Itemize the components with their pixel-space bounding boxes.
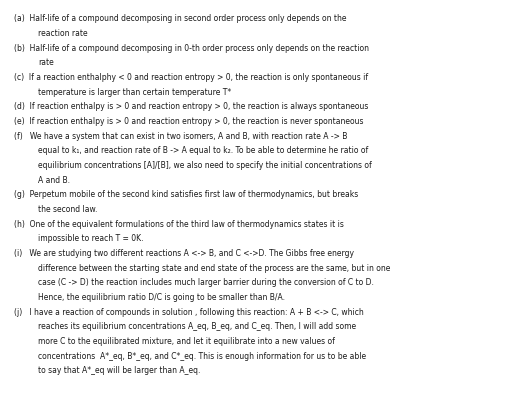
Text: more C to the equilibrated mixture, and let it equilibrate into a new values of: more C to the equilibrated mixture, and … xyxy=(38,337,336,346)
Text: equal to k₁, and reaction rate of B -> A equal to k₂. To be able to determine he: equal to k₁, and reaction rate of B -> A… xyxy=(38,146,369,155)
Text: rate: rate xyxy=(38,58,54,67)
Text: impossible to reach T = 0K.: impossible to reach T = 0K. xyxy=(38,234,144,243)
Text: case (C -> D) the reaction includes much larger barrier during the conversion of: case (C -> D) the reaction includes much… xyxy=(38,278,374,287)
Text: (e)  If reaction enthalpy is > 0 and reaction entropy > 0, the reaction is never: (e) If reaction enthalpy is > 0 and reac… xyxy=(14,117,364,126)
Text: the second law.: the second law. xyxy=(38,205,98,214)
Text: to say that A*_eq will be larger than A_eq.: to say that A*_eq will be larger than A_… xyxy=(38,366,201,375)
Text: A and B.: A and B. xyxy=(38,176,70,185)
Text: (b)  Half-life of a compound decomposing in 0-th order process only depends on t: (b) Half-life of a compound decomposing … xyxy=(14,44,369,53)
Text: temperature is larger than certain temperature T*: temperature is larger than certain tempe… xyxy=(38,88,232,97)
Text: (j)   I have a reaction of compounds in solution , following this reaction: A + : (j) I have a reaction of compounds in so… xyxy=(14,308,364,317)
Text: (d)  If reaction enthalpy is > 0 and reaction entropy > 0, the reaction is alway: (d) If reaction enthalpy is > 0 and reac… xyxy=(14,102,369,112)
Text: (a)  Half-life of a compound decomposing in second order process only depends on: (a) Half-life of a compound decomposing … xyxy=(14,14,347,24)
Text: concentrations  A*_eq, B*_eq, and C*_eq. This is enough information for us to be: concentrations A*_eq, B*_eq, and C*_eq. … xyxy=(38,351,367,361)
Text: reaches its equilibrium concentrations A_eq, B_eq, and C_eq. Then, I will add so: reaches its equilibrium concentrations A… xyxy=(38,322,357,331)
Text: reaction rate: reaction rate xyxy=(38,29,88,38)
Text: Hence, the equilibrium ratio D/C is going to be smaller than B/A.: Hence, the equilibrium ratio D/C is goin… xyxy=(38,293,285,302)
Text: (c)  If a reaction enthalphy < 0 and reaction entropy > 0, the reaction is only : (c) If a reaction enthalphy < 0 and reac… xyxy=(14,73,368,82)
Text: equilibrium concentrations [A]/[B], we also need to specify the initial concentr: equilibrium concentrations [A]/[B], we a… xyxy=(38,161,372,170)
Text: (h)  One of the equivalent formulations of the third law of thermodynamics state: (h) One of the equivalent formulations o… xyxy=(14,220,344,229)
Text: (i)   We are studying two different reactions A <-> B, and C <->D. The Gibbs fre: (i) We are studying two different reacti… xyxy=(14,249,354,258)
Text: difference between the starting state and end state of the process are the same,: difference between the starting state an… xyxy=(38,263,391,273)
Text: (f)   We have a system that can exist in two isomers, A and B, with reaction rat: (f) We have a system that can exist in t… xyxy=(14,132,348,141)
Text: (g)  Perpetum mobile of the second kind satisfies first law of thermodynamics, b: (g) Perpetum mobile of the second kind s… xyxy=(14,190,359,199)
